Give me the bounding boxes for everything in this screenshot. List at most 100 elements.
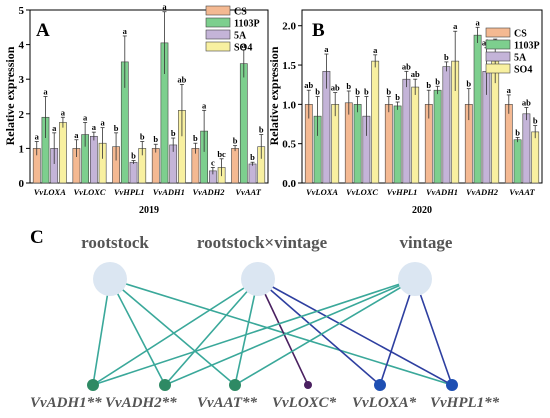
panel-a-significance-label: bc <box>217 149 226 159</box>
panel-b-x-tick-label: VvHPL1 <box>387 187 418 197</box>
panel-a-significance-label: a <box>52 123 57 133</box>
panel-b-significance-label: a <box>453 21 458 31</box>
panel-b-y-tick-label: 1.5 <box>282 60 296 72</box>
panel-a-y-tick-label: 5 <box>19 5 25 17</box>
panel-b-significance-label: b <box>533 116 538 126</box>
network-edge <box>257 278 453 386</box>
gene-node <box>304 381 312 389</box>
panel-a-x-tick-label: VvLOXC <box>73 187 105 197</box>
gene-node <box>446 379 458 391</box>
panel-a-significance-label: a <box>123 26 128 36</box>
panel-b-significance-label: b <box>355 87 360 97</box>
panel-b-significance-label: b <box>364 87 369 97</box>
panel-b-chart: B Relative expression 2020 0.0 0.5 1.0 1.5 2… <box>267 9 543 216</box>
factor-label-vintage: vintage <box>400 233 453 252</box>
network-edge <box>234 278 259 386</box>
panel-b-significance-label: b <box>466 79 471 89</box>
panel-b-y-tick-label: 0.5 <box>282 139 296 151</box>
panel-a-significance-label: a <box>83 112 88 122</box>
network-edge <box>109 278 453 386</box>
network-edge <box>257 278 309 386</box>
panel-a-y-axis-label: Relative expression <box>3 46 17 145</box>
panel-b-x-tick-label: VvADH2 <box>466 187 499 197</box>
panel-a-legend-label: 5A <box>234 31 247 42</box>
panel-b-y-axis-label: Relative expression <box>267 46 281 145</box>
network-edge <box>109 278 236 386</box>
panel-a-plot-frame <box>29 9 269 184</box>
network-edge <box>379 278 416 386</box>
panel-b-significance-label: b <box>515 127 520 137</box>
panel-a-significance-label: b <box>114 123 119 133</box>
panel-b-legend-label: 5A <box>514 53 527 64</box>
panel-a-x-axis-label: 2019 <box>139 205 159 216</box>
panel-b-significance-label: a <box>507 85 512 95</box>
panel-b-x-tick-label: VvADH1 <box>426 187 458 197</box>
panel-a-bar <box>248 163 257 184</box>
panel-b-legend-swatch <box>485 39 511 50</box>
panel-b-bar <box>433 89 442 184</box>
panel-b-bar <box>393 105 402 184</box>
panel-b-significance-label: b <box>444 52 449 62</box>
factor-label-rootstock: rootstock <box>81 233 149 252</box>
panel-b-significance-label: a <box>475 17 480 27</box>
panel-c-letter: C <box>30 227 44 248</box>
panel-b-y-tick-label: 2.0 <box>282 21 296 33</box>
panel-b-legend-label: 1103P <box>514 41 540 52</box>
network-edge <box>109 278 166 386</box>
factor-label-rootstock-vintage: rootstock×vintage <box>197 233 328 252</box>
panel-a-significance-label: a <box>74 130 79 140</box>
panel-c-network: C rootstock rootstock×vintage vintage Vv… <box>30 227 500 411</box>
panel-a-significance-label: b <box>193 133 198 143</box>
network-edge <box>92 278 416 386</box>
factor-node <box>93 262 127 296</box>
panel-a-y-tick-label: 3 <box>19 74 25 86</box>
panel-a-significance-label: a <box>202 100 207 110</box>
panel-b-y-tick-label: 0.0 <box>282 178 296 190</box>
gene-node <box>159 379 171 391</box>
factor-node <box>398 262 432 296</box>
gene-label: VvADH1** <box>30 395 102 411</box>
gene-node <box>374 379 386 391</box>
panel-a-legend-swatch <box>205 41 231 52</box>
panel-a-y-tick-label: 2 <box>19 109 25 121</box>
panel-b-bar <box>522 113 531 184</box>
gene-node <box>87 379 99 391</box>
network-edge <box>92 278 111 386</box>
panel-b-bar <box>411 86 420 184</box>
panel-b-significance-label: b <box>315 87 320 97</box>
panel-b-bar <box>353 104 362 184</box>
panel-b-x-axis-label: 2020 <box>412 205 432 216</box>
panel-b-x-tick-label: VvLOXA <box>306 187 338 197</box>
panel-a-significance-label: b <box>140 131 145 141</box>
panel-b-significance-label: a <box>373 45 378 55</box>
panel-b-legend-swatch <box>485 27 511 38</box>
panel-a-bar <box>89 135 98 184</box>
panel-a-significance-label: b <box>259 125 264 135</box>
panel-a-x-tick-label: VvHPL1 <box>114 187 145 197</box>
panel-b-legend-label: SO4 <box>514 65 532 76</box>
panel-b-legend-label: CS <box>514 29 527 40</box>
panel-a-significance-label: b <box>233 136 238 146</box>
panel-b-y-tick-label: 1.0 <box>282 99 296 111</box>
panel-b-significance-label: ab <box>304 80 313 90</box>
factor-node <box>241 262 275 296</box>
panel-a-bar <box>59 122 67 184</box>
panel-b-legend-swatch <box>485 63 511 74</box>
panel-b-bar <box>402 78 411 184</box>
panel-a-bar <box>129 161 138 184</box>
panel-b-bar <box>384 104 393 184</box>
panel-a-legend-swatch <box>205 17 231 28</box>
panel-a-significance-label: a <box>92 122 97 132</box>
panel-b-bar <box>371 60 380 184</box>
panel-b-significance-label: a <box>324 44 329 54</box>
panel-a-legend-swatch <box>205 5 231 16</box>
panel-b-significance-label: b <box>426 80 431 90</box>
panel-b-x-tick-label: VvLOXC <box>346 187 378 197</box>
panel-b-legend-swatch <box>485 51 511 62</box>
gene-label: VvADH2** <box>105 395 177 411</box>
panel-a-bar <box>151 148 160 184</box>
panel-a-y-tick-label: 1 <box>19 143 25 155</box>
panel-a-y-tick-label: 4 <box>19 40 25 52</box>
panel-b-bar <box>331 104 340 184</box>
panel-a-y-tick-label: 0 <box>19 178 25 190</box>
